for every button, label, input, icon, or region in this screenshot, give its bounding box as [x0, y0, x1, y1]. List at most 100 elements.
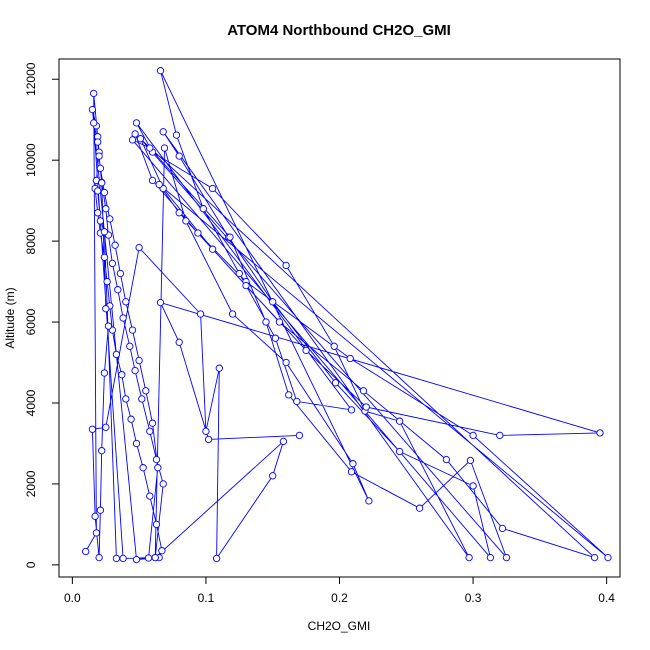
data-point: [156, 67, 165, 75]
data-point: [119, 314, 127, 322]
y-tick-label: 10000: [24, 143, 38, 177]
data-point: [269, 472, 277, 480]
data-point: [271, 334, 280, 342]
data-point: [118, 371, 126, 379]
data-point: [159, 480, 167, 488]
data-point: [114, 286, 122, 294]
data-point: [242, 281, 250, 290]
data-point: [100, 369, 109, 377]
data-point: [122, 395, 130, 403]
data-point: [282, 358, 290, 367]
data-point: [91, 512, 99, 520]
data-point: [95, 553, 103, 562]
data-point: [215, 364, 223, 372]
data-point: [156, 298, 165, 307]
data-point: [100, 228, 109, 236]
data-point: [155, 180, 163, 189]
data-point: [102, 305, 110, 313]
data-point: [199, 205, 207, 213]
data-point: [95, 152, 103, 160]
data-point: [100, 253, 109, 261]
data-point: [235, 269, 243, 278]
data-point: [112, 554, 121, 563]
data-point: [131, 130, 139, 138]
x-tick-label: 0.1: [198, 591, 215, 605]
data-point: [119, 554, 127, 563]
data-point: [135, 243, 143, 252]
x-axis: 0.0 0.1 0.2 0.3 0.4: [64, 576, 615, 605]
y-tick-label: 4000: [24, 389, 38, 416]
data-point: [442, 455, 451, 464]
data-point: [104, 322, 113, 330]
data-point: [262, 318, 270, 326]
data-point: [302, 346, 310, 355]
x-tick-label: 0.0: [64, 591, 81, 605]
data-point: [362, 403, 370, 411]
data-point: [132, 439, 141, 448]
data-point: [98, 447, 106, 455]
data-point: [175, 338, 183, 346]
data-point: [208, 184, 217, 193]
data-point: [128, 136, 137, 144]
data-point: [496, 431, 504, 440]
data-point: [111, 241, 119, 249]
data-point: [146, 492, 154, 500]
data-point: [126, 342, 134, 350]
data-point: [98, 179, 106, 187]
data-point: [148, 176, 157, 185]
data-point: [138, 395, 146, 403]
data-point: [112, 350, 121, 359]
data-point: [94, 138, 102, 146]
data-point: [96, 506, 105, 514]
data-point: [596, 429, 604, 437]
data-point: [132, 555, 141, 564]
data-point: [152, 520, 161, 529]
data-point: [175, 152, 183, 160]
data-point: [282, 261, 290, 270]
data-point: [172, 131, 181, 139]
data-point: [502, 553, 511, 562]
data-point: [102, 423, 110, 431]
data-point: [106, 215, 114, 223]
data-point: [127, 415, 135, 423]
data-point: [132, 119, 141, 127]
data-point: [347, 468, 356, 476]
data-point: [330, 342, 338, 350]
data-point: [108, 259, 117, 268]
chart-title: ATOM4 Northbound CH2O_GMI: [227, 22, 451, 39]
data-point: [226, 233, 234, 241]
data-point: [269, 298, 277, 306]
data-point: [359, 387, 368, 395]
data-point: [139, 464, 147, 472]
data-point: [148, 419, 157, 427]
data-point: [196, 310, 205, 318]
data-point: [92, 529, 101, 537]
y-tick-label: 6000: [24, 308, 38, 335]
data-point: [395, 447, 404, 456]
data-point: [212, 554, 221, 563]
data-point: [346, 354, 354, 363]
data-point: [194, 229, 202, 237]
data-point: [349, 460, 357, 468]
data-point: [175, 209, 183, 217]
data-point: [146, 427, 154, 435]
data-point: [159, 128, 167, 136]
x-tick-label: 0.3: [465, 591, 482, 605]
data-point: [144, 554, 153, 562]
data-point: [295, 431, 304, 440]
data-point: [347, 406, 356, 414]
x-tick-label: 0.2: [331, 591, 348, 605]
data-point: [88, 105, 97, 114]
data-point: [182, 217, 190, 225]
data-point: [135, 356, 143, 365]
data-point: [395, 417, 404, 425]
data-point: [331, 379, 340, 387]
data-point: [469, 482, 477, 490]
data-point: [465, 553, 473, 562]
y-tick-label: 12000: [24, 62, 38, 96]
data-point: [96, 164, 105, 172]
y-tick-label: 0: [24, 561, 38, 568]
data-point: [486, 553, 495, 562]
data-point: [279, 437, 288, 446]
